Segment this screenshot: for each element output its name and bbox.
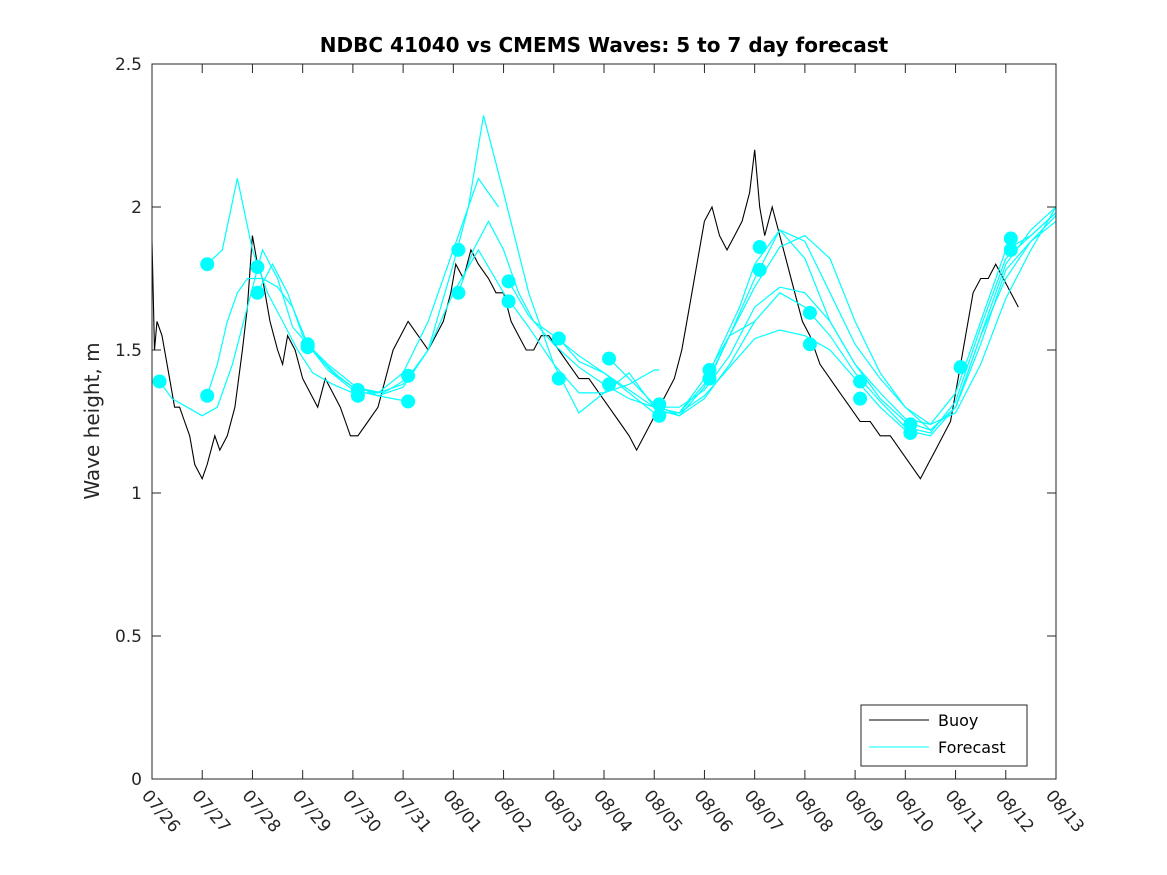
forecast-marker — [802, 305, 817, 320]
forecast-marker — [250, 260, 265, 275]
forecast-marker — [853, 374, 868, 389]
forecast-marker — [1003, 242, 1018, 257]
legend: Buoy Forecast — [860, 704, 1028, 767]
forecast-series-line-8 — [558, 215, 1056, 437]
forecast-marker — [1003, 231, 1018, 246]
y-tick-label: 2 — [131, 198, 142, 218]
forecast-marker — [200, 388, 215, 403]
forecast-marker — [451, 242, 466, 257]
forecast-marker — [953, 360, 968, 375]
forecast-marker — [802, 337, 817, 352]
forecast-marker — [152, 374, 167, 389]
y-tick-label: 1.5 — [115, 341, 142, 361]
forecast-marker — [652, 408, 667, 423]
series-layer — [152, 115, 1056, 481]
forecast-marker — [652, 397, 667, 412]
forecast-marker — [551, 331, 566, 346]
forecast-marker — [903, 425, 918, 440]
forecast-marker — [602, 377, 617, 392]
forecast-series-line-11 — [708, 206, 1056, 426]
forecast-series-line-3 — [206, 177, 499, 394]
forecast-marker — [401, 368, 416, 383]
forecast-marker — [250, 285, 265, 300]
y-tick-label: 2.5 — [115, 55, 142, 75]
forecast-marker — [702, 371, 717, 386]
legend-label-forecast: Forecast — [938, 738, 1006, 757]
y-tick-label: 0 — [131, 770, 142, 790]
forecast-marker — [602, 351, 617, 366]
chart-title: NDBC 41040 vs CMEMS Waves: 5 to 7 day fo… — [320, 33, 889, 57]
forecast-marker — [200, 257, 215, 272]
forecast-marker — [752, 262, 767, 277]
forecast-marker — [501, 274, 516, 289]
y-tick-label: 0.5 — [115, 627, 142, 647]
forecast-marker — [551, 371, 566, 386]
forecast-marker — [501, 294, 516, 309]
forecast-marker — [451, 285, 466, 300]
forecast-marker — [752, 240, 767, 255]
forecast-series-line-1 — [159, 248, 411, 417]
plot-area — [152, 115, 1056, 481]
y-axis-label: Wave height, m — [80, 342, 104, 499]
y-tick-label: 1 — [131, 484, 142, 504]
forecast-marker — [350, 388, 365, 403]
forecast-marker — [401, 394, 416, 409]
forecast-marker — [300, 340, 315, 355]
forecast-marker — [853, 391, 868, 406]
legend-box — [860, 704, 1028, 767]
legend-label-buoy: Buoy — [938, 711, 978, 730]
